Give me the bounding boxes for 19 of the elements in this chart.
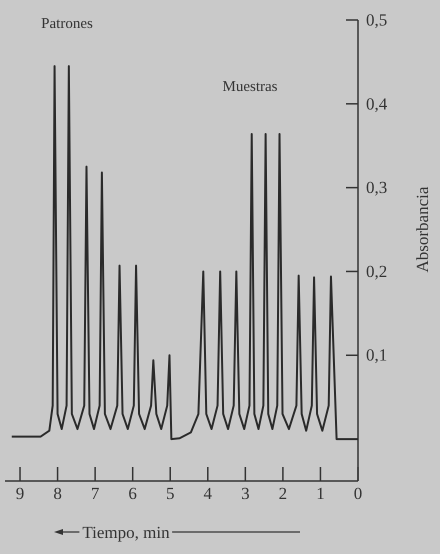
x-axis-title: Tiempo, min bbox=[82, 523, 170, 542]
x-tick-label: 5 bbox=[166, 484, 174, 504]
x-tick-label: 1 bbox=[316, 484, 325, 504]
y-axis-title: Absorbancia bbox=[413, 186, 432, 273]
y-tick-label: 0,1 bbox=[366, 346, 388, 365]
y-tick-label: 0,4 bbox=[366, 94, 388, 114]
x-tick-label: 6 bbox=[128, 484, 137, 504]
x-tick-label: 2 bbox=[278, 484, 288, 504]
y-tick-label: 0,5 bbox=[366, 10, 388, 30]
x-tick-label: 4 bbox=[204, 484, 213, 504]
y-tick-label: 0,2 bbox=[366, 262, 388, 281]
annotation: Patrones bbox=[41, 16, 93, 32]
x-tick-label: 3 bbox=[241, 484, 250, 504]
x-tick-label: 8 bbox=[53, 484, 62, 504]
x-tick-label: 7 bbox=[90, 484, 100, 504]
x-tick-label: 9 bbox=[16, 484, 24, 504]
x-tick-label: 0 bbox=[354, 484, 362, 504]
annotation: Muestras bbox=[222, 79, 278, 95]
y-tick-label: 0,3 bbox=[366, 178, 388, 198]
